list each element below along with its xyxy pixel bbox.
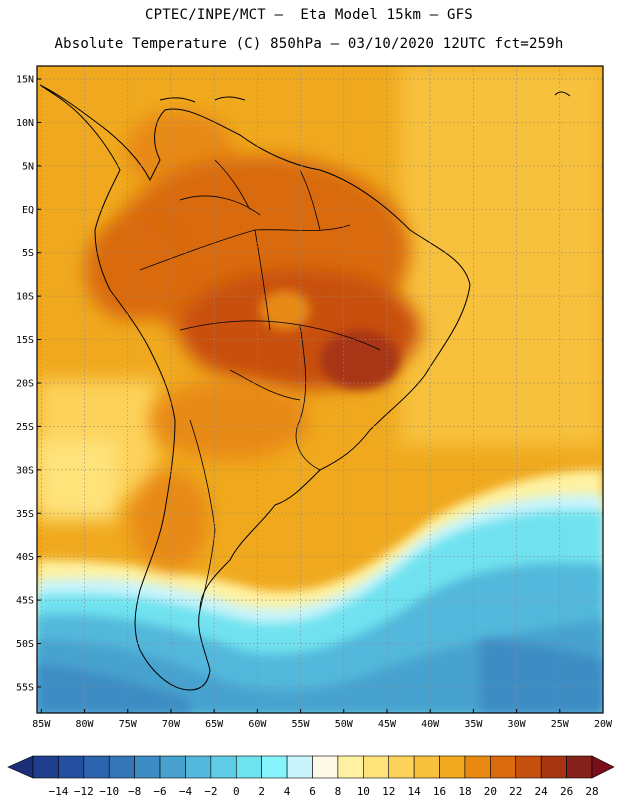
colorbar-swatch: [261, 755, 288, 779]
colorbar-swatch: [32, 755, 59, 779]
lon-label: 75W: [119, 719, 138, 730]
colorbar-label: −14: [48, 785, 68, 798]
map-title-line2: Absolute Temperature (C) 850hPa – 03/10/…: [54, 36, 564, 52]
colorbar-swatch: [312, 755, 339, 779]
lat-label: 35S: [16, 509, 34, 520]
colorbar-label: −4: [179, 785, 193, 798]
lat-label: EQ: [22, 205, 34, 216]
map-frame: [36, 65, 604, 714]
colorbar-label: −10: [99, 785, 119, 798]
lon-label: 30W: [508, 719, 527, 730]
colorbar-swatch: [83, 755, 110, 779]
colorbar-label: 28: [585, 785, 598, 798]
lon-label: 35W: [464, 719, 483, 730]
colorbar-swatch: [159, 755, 186, 779]
colorbar-under-arrow: [7, 755, 34, 779]
colorbar-label: 20: [484, 785, 497, 798]
colorbar-swatch: [566, 755, 593, 779]
lat-label: 45S: [16, 596, 34, 607]
colorbar-label: 4: [284, 785, 291, 798]
colorbar-swatch: [413, 755, 440, 779]
colorbar-swatch: [515, 755, 542, 779]
lon-label: 40W: [421, 719, 440, 730]
colorbar-swatch: [185, 755, 212, 779]
colorbar-over-arrow: [591, 755, 615, 779]
colorbar-label: 24: [535, 785, 549, 798]
colorbar-label: 12: [382, 785, 395, 798]
lon-label: 80W: [75, 719, 94, 730]
colorbar-swatch: [286, 755, 313, 779]
lat-label: 40S: [16, 552, 34, 563]
colorbar-swatch: [58, 755, 85, 779]
colorbar-label: −2: [204, 785, 217, 798]
colorbar-swatch: [363, 755, 390, 779]
colorbar-label: 18: [458, 785, 471, 798]
colorbar-label: −12: [74, 785, 94, 798]
lon-label: 20W: [594, 719, 613, 730]
colorbar-swatch: [540, 755, 567, 779]
lon-label: 60W: [248, 719, 267, 730]
colorbar-swatch: [464, 755, 491, 779]
latitude-labels: 15N 10N 5N EQ 5S 10S 15S 20S 25S 30S 35S 40S 45S 50S 5…: [16, 75, 34, 694]
colorbar-swatch: [235, 755, 262, 779]
lat-label: 15S: [16, 335, 34, 346]
lat-label: 10N: [16, 118, 34, 129]
colorbar-swatch: [210, 755, 237, 779]
lat-label: 25S: [16, 422, 34, 433]
lon-label: 50W: [335, 719, 354, 730]
colorbar: −14 −12 −10 −8 −6 −4 −2 0 2 4 6 8 10 12 14 16 18 20 22 24 26…: [7, 755, 615, 798]
coastline: [39, 84, 571, 691]
lat-label: 5N: [22, 161, 34, 172]
lon-label: 55W: [292, 719, 311, 730]
colorbar-swatch: [388, 755, 415, 779]
colorbar-label: 6: [309, 785, 316, 798]
lat-label: 50S: [16, 639, 34, 650]
lon-label: 85W: [32, 719, 51, 730]
lat-label: 30S: [16, 465, 34, 476]
lon-label: 25W: [551, 719, 570, 730]
axis-ticks: [37, 78, 604, 713]
lat-label: 15N: [16, 75, 34, 86]
lat-label: 10S: [16, 292, 34, 303]
colorbar-label: −8: [128, 785, 141, 798]
colorbar-label: 16: [433, 785, 446, 798]
colorbar-swatch: [439, 755, 466, 779]
temperature-field: [37, 66, 603, 713]
colorbar-label: 22: [509, 785, 522, 798]
colorbar-label: 10: [357, 785, 370, 798]
lon-label: 70W: [162, 719, 181, 730]
colorbar-label: 0: [233, 785, 240, 798]
map-title-line1: CPTEC/INPE/MCT – Eta Model 15km – GFS: [145, 7, 473, 23]
colorbar-label: −6: [153, 785, 166, 798]
colorbar-label: 26: [560, 785, 573, 798]
colorbar-swatch: [134, 755, 161, 779]
longitude-labels: 85W 80W 75W 70W 65W 60W 55W 50W 45W 40W 35W 30W 25W 2…: [32, 719, 613, 730]
colorbar-label: 8: [335, 785, 342, 798]
lon-label: 45W: [378, 719, 397, 730]
lat-label: 55S: [16, 682, 34, 693]
colorbar-swatch: [337, 755, 364, 779]
colorbar-swatch: [490, 755, 517, 779]
colorbar-swatch: [108, 755, 135, 779]
lon-label: 65W: [205, 719, 224, 730]
country-borders: [139, 159, 381, 611]
lat-label: 20S: [16, 378, 34, 389]
colorbar-label: 2: [258, 785, 265, 798]
lat-label: 5S: [22, 248, 34, 259]
colorbar-label: 14: [408, 785, 422, 798]
